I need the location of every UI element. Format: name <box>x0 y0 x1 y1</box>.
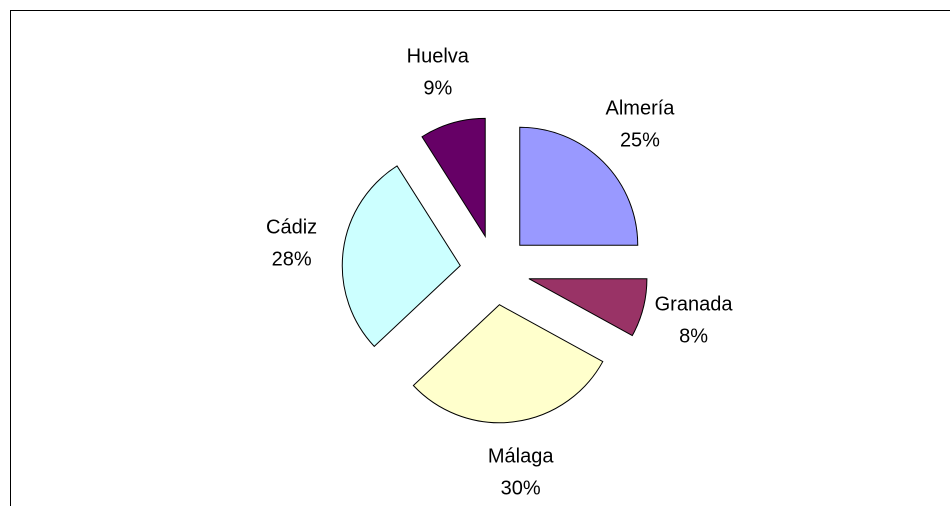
pie-slice <box>528 278 648 337</box>
pie-slice <box>519 126 639 246</box>
pie-slice <box>341 165 461 348</box>
slice-label: Huelva <box>407 45 470 67</box>
slice-value-label: 8% <box>679 325 708 347</box>
pie-slice <box>412 304 604 424</box>
slice-label: Cádiz <box>266 217 317 239</box>
slice-value-label: 25% <box>620 129 660 151</box>
slice-value-label: 28% <box>272 249 312 271</box>
slice-label: Málaga <box>488 446 554 468</box>
slice-label: Granada <box>655 293 734 315</box>
slice-value-label: 9% <box>423 77 452 99</box>
slice-label: Almería <box>606 97 676 119</box>
slice-value-label: 30% <box>501 478 541 500</box>
pie-slice <box>421 117 486 239</box>
